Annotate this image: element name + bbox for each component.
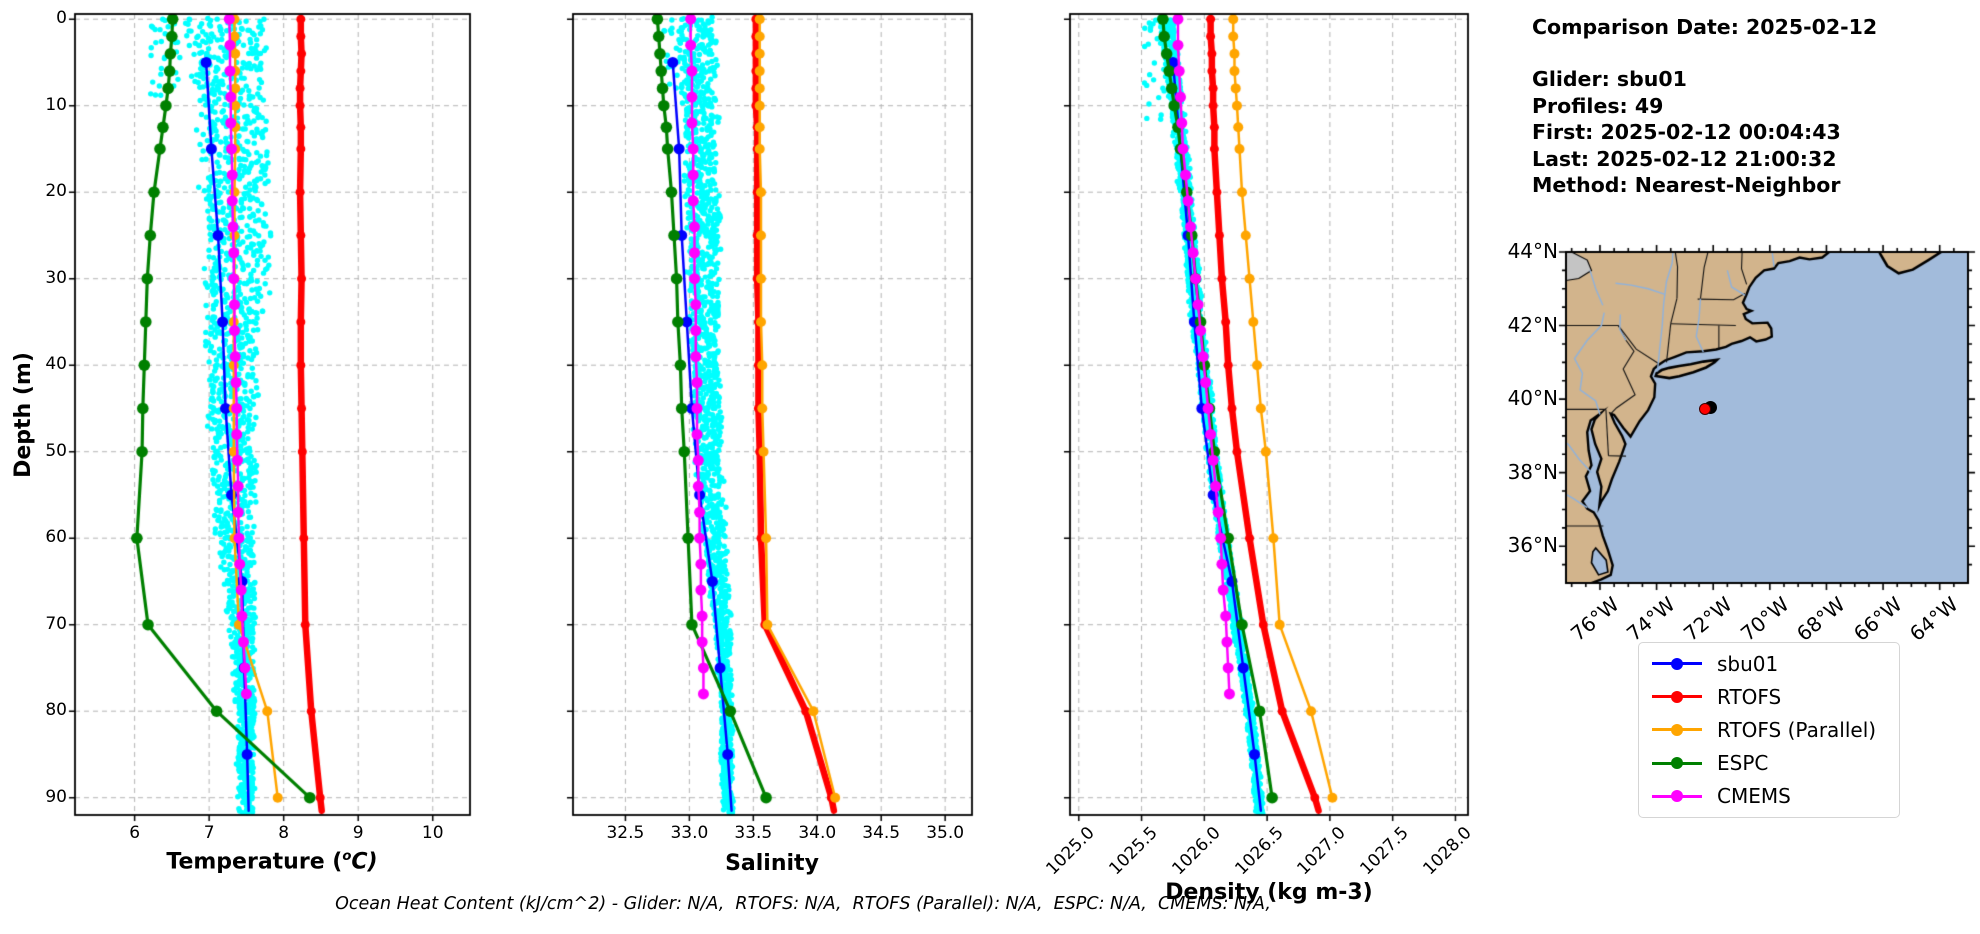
salinity-profile-plot <box>573 14 972 815</box>
depth-tick-label: 50 <box>45 440 67 461</box>
temperature-axis-label-sup: o <box>342 849 352 864</box>
legend-dot <box>1671 690 1683 703</box>
legend-label: RTOFS (Parallel) <box>1717 717 1877 742</box>
temperature-axis-label-unit: C) <box>351 849 378 875</box>
info-line: Method: Nearest-Neighbor <box>1532 173 1841 198</box>
locator-map <box>1566 252 1968 583</box>
depth-tick-label: 10 <box>45 94 67 115</box>
legend-label: sbu01 <box>1717 651 1779 676</box>
salinity-tick-label: 34.5 <box>862 823 901 843</box>
depth-tick-label: 60 <box>45 527 67 548</box>
legend-label: ESPC <box>1717 751 1769 776</box>
legend-dot <box>1671 790 1683 803</box>
legend-dot <box>1671 757 1683 770</box>
legend-dot <box>1671 657 1683 670</box>
info-panel: Comparison Date: 2025-02-12 Glider: sbu0… <box>1532 14 1877 198</box>
map-latitude-label: 38°N <box>1507 459 1558 484</box>
legend-entry-rtofs: RTOFS <box>1639 682 1899 712</box>
temperature-axis-label: Temperature (oC) <box>72 849 472 874</box>
temperature-tick-label: 8 <box>278 823 290 843</box>
depth-tick-label: 80 <box>45 700 67 721</box>
legend-label: CMEMS <box>1717 784 1791 809</box>
map-latitude-label: 40°N <box>1507 386 1558 411</box>
glider-info-lines: Glider: sbu01 Profiles: 49 First: 2025-02-… <box>1532 66 1877 198</box>
info-line: Glider: sbu01 <box>1532 67 1687 92</box>
density-axis-label: Density (kg m-3) <box>1165 880 1373 905</box>
legend-line-marker-icon <box>1652 723 1702 737</box>
ocean-heat-content-caption: Ocean Heat Content (kJ/cm^2) - Glider: N… <box>335 894 1271 914</box>
salinity-tick-label: 33.5 <box>734 823 773 843</box>
density-profile-plot <box>1070 14 1468 815</box>
salinity-tick-label: 32.5 <box>606 823 645 843</box>
salinity-tick-label: 33.0 <box>670 823 709 843</box>
legend-line-marker-icon <box>1652 756 1702 770</box>
legend-line-marker-icon <box>1652 789 1702 803</box>
legend-dot <box>1671 723 1683 736</box>
info-line: Profiles: 49 <box>1532 93 1664 118</box>
legend-entry-cmems: CMEMS <box>1639 781 1899 811</box>
temperature-tick-label: 7 <box>203 823 215 843</box>
depth-tick-label: 20 <box>45 181 67 202</box>
temperature-tick-label: 6 <box>129 823 141 843</box>
legend-entry-rtofs-parallel-: RTOFS (Parallel) <box>1639 715 1899 745</box>
map-latitude-label: 36°N <box>1507 533 1558 558</box>
info-line: First: 2025-02-12 00:04:43 <box>1532 120 1841 145</box>
temperature-tick-label: 9 <box>352 823 364 843</box>
legend-entry-sbu01: sbu01 <box>1639 649 1899 679</box>
glider-location-marker <box>1699 403 1712 416</box>
legend-line-marker-icon <box>1652 657 1702 671</box>
temperature-profile-plot <box>75 14 470 815</box>
depth-tick-label: 0 <box>56 8 67 29</box>
comparison-date-text: Comparison Date: 2025-02-12 <box>1532 15 1878 39</box>
salinity-tick-label: 34.0 <box>798 823 837 843</box>
info-line: Last: 2025-02-12 21:00:32 <box>1532 146 1837 171</box>
temperature-axis-label-text: Temperature ( <box>166 849 343 875</box>
legend-entry-espc: ESPC <box>1639 748 1899 778</box>
salinity-axis-label: Salinity <box>725 851 819 876</box>
legend: sbu01 RTOFS RTOFS (Parallel) ESPC CMEMS <box>1638 642 1900 818</box>
depth-tick-label: 30 <box>45 267 67 288</box>
depth-tick-label: 70 <box>45 613 67 634</box>
map-latitude-label: 42°N <box>1507 312 1558 337</box>
salinity-tick-label: 35.0 <box>926 823 965 843</box>
depth-tick-label: 90 <box>45 786 67 807</box>
map-latitude-label: 44°N <box>1507 239 1558 263</box>
depth-tick-label: 40 <box>45 354 67 375</box>
legend-label: RTOFS <box>1717 684 1782 709</box>
temperature-tick-label: 10 <box>421 823 444 843</box>
legend-line-marker-icon <box>1652 690 1702 704</box>
depth-axis-label: Depth (m) <box>11 352 36 478</box>
